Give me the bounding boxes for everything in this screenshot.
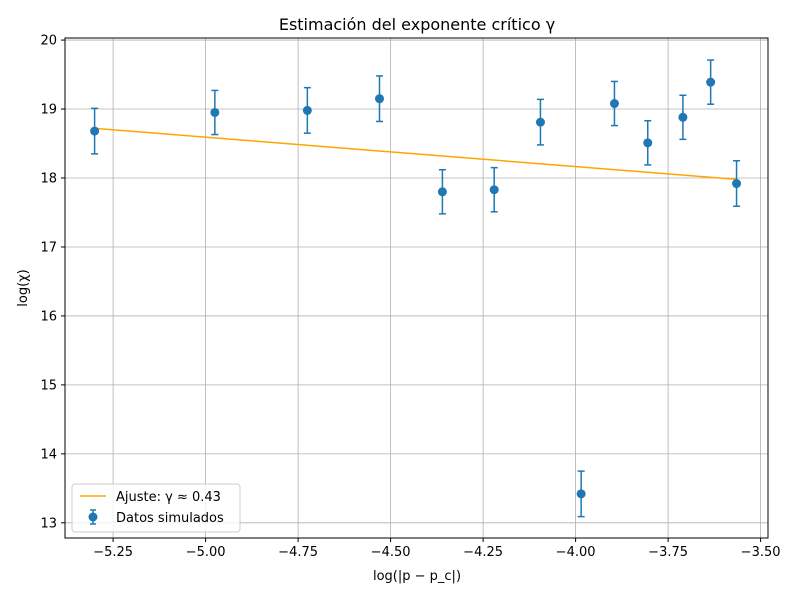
- point-marker: [535, 117, 545, 127]
- x-axis-ticks: −5.25 −5.00 −4.75 −4.50 −4.25 −4.00 −3.75 −3.50: [93, 538, 781, 560]
- fit-line-layer: [94, 127, 737, 181]
- legend-data-swatch: [88, 509, 98, 525]
- x-tick-label: −3.50: [741, 545, 781, 560]
- y-tick-label: 16: [40, 309, 57, 324]
- point-marker: [375, 94, 384, 104]
- data-point: [210, 89, 220, 136]
- x-tick-label: −4.75: [278, 545, 318, 560]
- y-axis-ticks: 13 14 15 16 17 18 19 20: [40, 34, 65, 531]
- data-point: [437, 168, 447, 215]
- x-tick-label: −3.75: [648, 545, 688, 560]
- legend-box: [71, 483, 241, 533]
- y-tick-label: 17: [40, 240, 57, 255]
- y-axis-label: log(χ): [16, 269, 31, 306]
- legend: Ajuste: γ ≈ 0.43 Datos simulados: [71, 483, 241, 533]
- data-point: [302, 86, 312, 134]
- point-marker: [437, 187, 447, 197]
- x-tick-label: −5.25: [93, 545, 133, 560]
- fit-line: [94, 127, 737, 181]
- plot-frame: [64, 37, 769, 539]
- data-point: [90, 107, 100, 155]
- chart-title: Estimación del exponente crítico γ: [279, 15, 555, 34]
- x-tick-label: −4.25: [463, 545, 503, 560]
- y-tick-label: 13: [40, 516, 57, 531]
- y-tick-label: 20: [40, 34, 57, 49]
- point-marker: [678, 112, 688, 122]
- data-point: [609, 80, 619, 127]
- data-point: [535, 98, 545, 146]
- legend-data-label: Datos simulados: [116, 511, 224, 526]
- x-axis-label: log(|p − p_c|): [373, 569, 461, 584]
- x-tick-label: −5.00: [186, 545, 226, 560]
- data-point: [489, 166, 499, 213]
- point-marker: [210, 107, 220, 117]
- point-marker: [732, 179, 742, 189]
- point-marker: [706, 77, 716, 87]
- data-point: [678, 94, 688, 141]
- data-point: [643, 120, 653, 166]
- point-marker: [643, 138, 653, 148]
- x-tick-label: −4.50: [371, 545, 411, 560]
- legend-fit-label: Ajuste: γ ≈ 0.43: [116, 490, 221, 505]
- y-tick-label: 14: [40, 447, 57, 462]
- point-marker: [489, 185, 499, 195]
- data-point: [732, 160, 742, 208]
- point-marker: [576, 489, 586, 499]
- x-tick-label: −4.00: [556, 545, 596, 560]
- y-tick-label: 19: [40, 103, 57, 118]
- point-marker: [302, 105, 312, 115]
- y-tick-label: 18: [40, 172, 57, 187]
- data-point: [375, 75, 384, 123]
- legend-point-marker: [88, 512, 98, 522]
- point-marker: [609, 99, 619, 109]
- data-point: [706, 59, 716, 105]
- data-points-layer: [90, 59, 742, 518]
- data-point: [576, 470, 586, 518]
- point-marker: [90, 126, 100, 136]
- y-tick-label: 15: [40, 378, 57, 393]
